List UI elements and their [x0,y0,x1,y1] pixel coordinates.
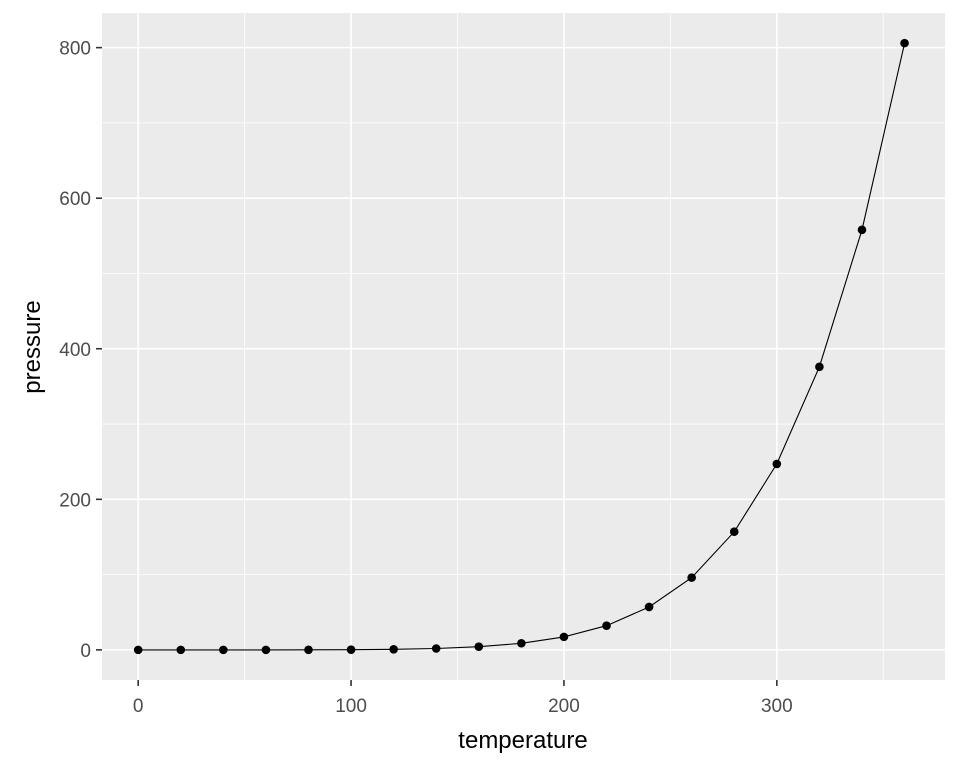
data-point [602,621,611,631]
y-tick-label: 200 [59,490,91,511]
x-tick-label: 200 [548,696,580,717]
y-tick-label: 400 [59,340,91,361]
data-point [517,638,526,648]
data-points [133,38,909,655]
x-tick-label: 0 [133,696,144,717]
data-point [644,602,654,612]
x-axis-title: temperature [458,727,587,754]
minor-gridlines [102,13,945,680]
data-point [304,645,313,655]
y-tick-label: 600 [59,189,91,210]
y-axis-title: pressure [19,300,46,393]
data-point [389,645,398,654]
data-point [687,573,696,582]
data-point [176,645,186,655]
data-point [559,632,569,642]
data-point [857,225,867,235]
data-point [261,645,271,655]
data-point [772,459,782,469]
x-tick-label: 300 [761,696,793,717]
x-axis-ticks: 0 100 200 300 [133,680,793,717]
x-tick-label: 100 [335,696,367,717]
data-point [346,645,356,654]
y-axis-ticks: 0 200 400 600 800 [59,39,102,662]
data-point [133,645,143,655]
y-tick-label: 800 [59,39,91,60]
data-point [474,642,484,652]
data-point [219,645,228,655]
data-point [900,38,909,48]
plot-panel [102,13,945,680]
y-tick-label: 0 [80,641,91,662]
major-gridlines [102,13,945,680]
data-point [431,644,441,653]
data-point [729,527,739,536]
data-point [815,362,824,372]
